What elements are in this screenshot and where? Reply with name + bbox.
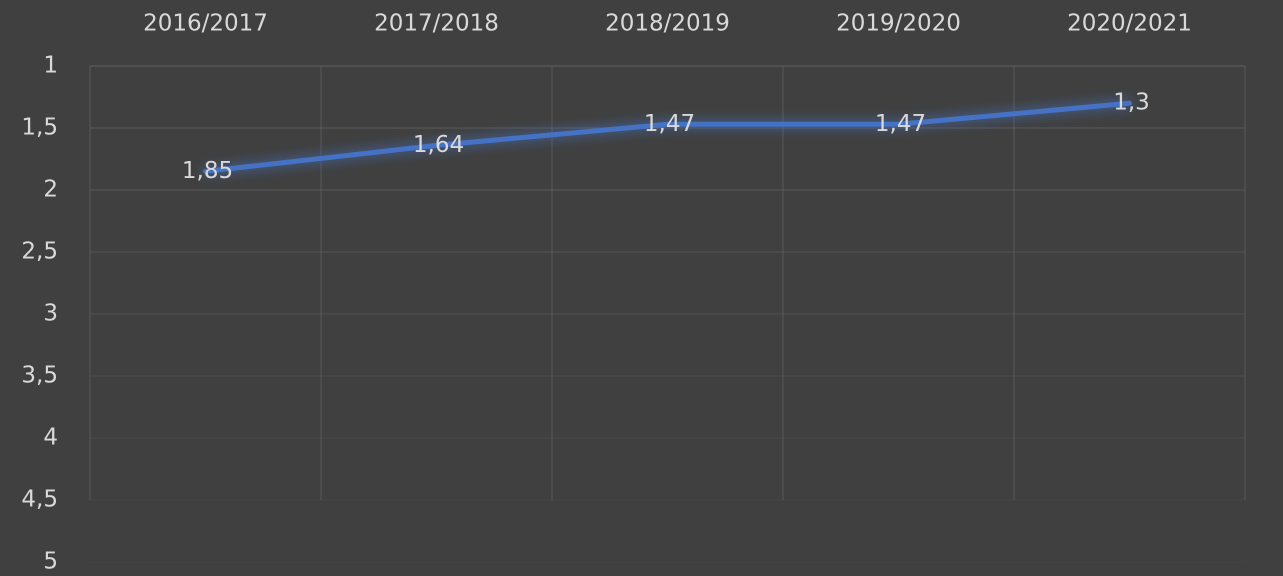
y-tick-label: 3,5 xyxy=(21,363,58,389)
y-tick-label: 3 xyxy=(43,301,58,327)
x-tick-label: 2017/2018 xyxy=(374,11,499,37)
data-label: 1,85 xyxy=(182,158,233,184)
y-tick-label: 1,5 xyxy=(21,115,58,141)
data-label: 1,3 xyxy=(1113,90,1150,116)
y-tick-label: 4 xyxy=(43,425,58,451)
y-tick-label: 1 xyxy=(43,53,58,79)
x-tick-label: 2020/2021 xyxy=(1067,11,1192,37)
y-tick-label: 2 xyxy=(43,177,58,203)
x-tick-label: 2018/2019 xyxy=(605,11,730,37)
y-tick-label: 2,5 xyxy=(21,239,58,265)
y-tick-label: 5 xyxy=(43,549,58,575)
data-line xyxy=(203,100,1132,174)
data-label: 1,47 xyxy=(644,111,695,137)
x-tick-label: 2019/2020 xyxy=(836,11,961,37)
data-label: 1,47 xyxy=(875,111,926,137)
y-tick-label: 4,5 xyxy=(21,487,58,513)
x-tick-label: 2016/2017 xyxy=(143,11,268,37)
data-label: 1,64 xyxy=(413,132,464,158)
